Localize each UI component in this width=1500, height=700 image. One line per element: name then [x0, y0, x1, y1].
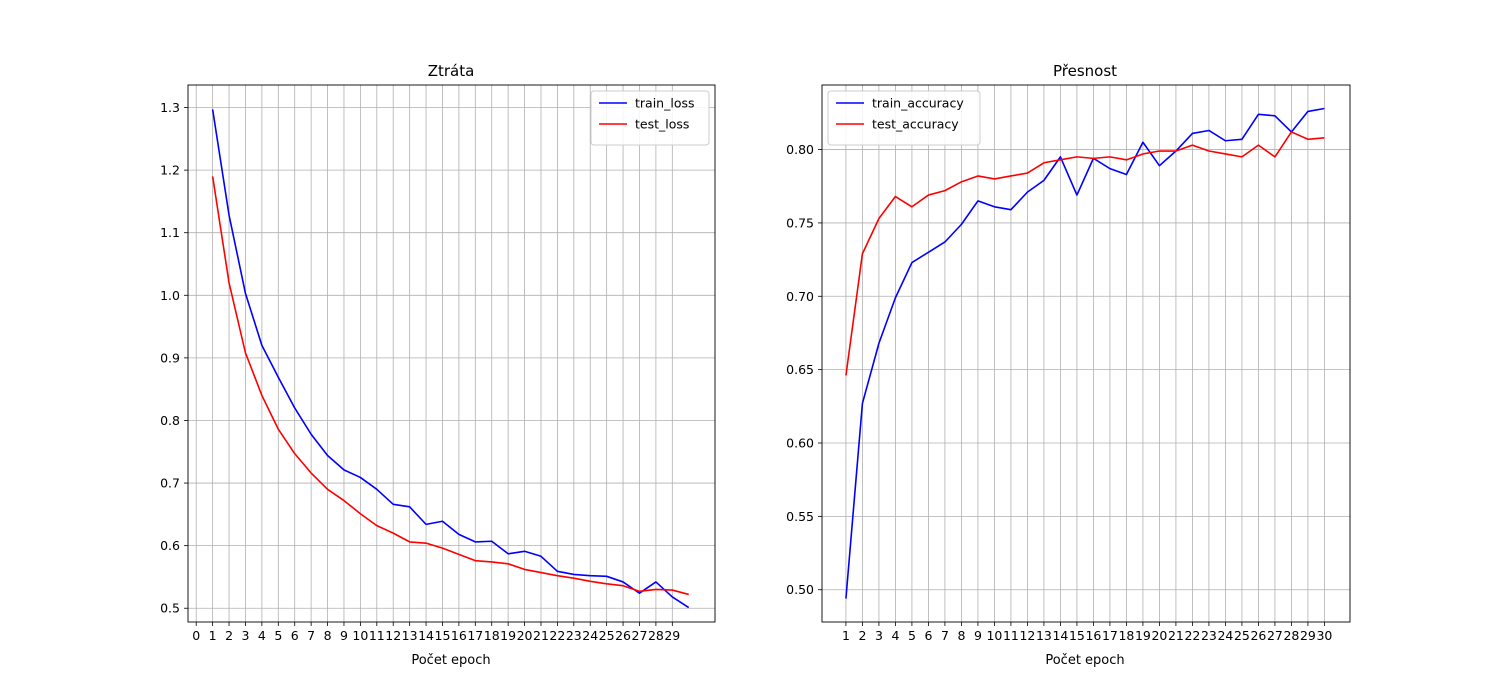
loss-x-tick-label: 4 — [258, 628, 266, 643]
accuracy-x-tick-label: 22 — [1184, 628, 1200, 643]
accuracy-chart-title: Přesnost — [1053, 62, 1117, 80]
loss-y-tick-label: 1.2 — [160, 163, 180, 178]
accuracy-legend-label: train_accuracy — [872, 96, 964, 111]
accuracy-plot-frame — [821, 84, 1351, 623]
loss-y-tick-label: 1.3 — [160, 100, 180, 115]
loss-x-tick-label: 10 — [352, 628, 368, 643]
loss-chart-x-axis-label: Počet epoch — [411, 653, 490, 668]
accuracy-x-tick-label: 10 — [986, 628, 1002, 643]
accuracy-series-train-accuracy — [845, 107, 1325, 599]
accuracy-x-tick-label: 3 — [875, 628, 883, 643]
accuracy-x-tick-label: 30 — [1316, 628, 1332, 643]
accuracy-y-tick-label: 0.75 — [786, 215, 814, 230]
accuracy-y-tick-label: 0.70 — [786, 289, 814, 304]
loss-x-tick-label: 15 — [435, 628, 451, 643]
loss-series-test-loss — [211, 176, 689, 596]
accuracy-x-tick-label: 21 — [1168, 628, 1184, 643]
loss-y-tick-label: 0.7 — [160, 476, 180, 491]
loss-legend-label: test_loss — [635, 117, 689, 132]
loss-y-tick-label: 1.1 — [160, 225, 180, 240]
loss-x-tick-label: 22 — [549, 628, 565, 643]
loss-legend-label: train_loss — [635, 96, 695, 111]
loss-series-train-loss — [211, 109, 690, 609]
accuracy-x-tick-label: 1 — [842, 628, 850, 643]
accuracy-x-tick-label: 26 — [1250, 628, 1266, 643]
accuracy-y-tick-label: 0.65 — [786, 362, 814, 377]
accuracy-x-tick-label: 7 — [941, 628, 949, 643]
loss-y-tick-label: 0.8 — [160, 413, 180, 428]
accuracy-x-tick-label: 15 — [1069, 628, 1085, 643]
accuracy-series-test-accuracy — [845, 131, 1325, 376]
loss-x-tick-label: 27 — [632, 628, 648, 643]
accuracy-x-tick-label: 28 — [1283, 628, 1299, 643]
accuracy-x-tick-label: 14 — [1052, 628, 1068, 643]
loss-x-tick-label: 9 — [340, 628, 348, 643]
loss-x-tick-label: 8 — [324, 628, 332, 643]
accuracy-x-tick-label: 18 — [1118, 628, 1134, 643]
accuracy-x-tick-label: 6 — [924, 628, 932, 643]
loss-legend-box — [590, 90, 710, 146]
loss-x-tick-label: 5 — [274, 628, 282, 643]
accuracy-y-tick-label: 0.60 — [786, 436, 814, 451]
loss-x-tick-label: 25 — [599, 628, 615, 643]
loss-chart-title: Ztráta — [428, 62, 475, 80]
accuracy-legend-label: test_accuracy — [872, 117, 959, 132]
accuracy-x-tick-label: 23 — [1201, 628, 1217, 643]
loss-y-tick-label: 0.9 — [160, 350, 180, 365]
loss-x-tick-label: 29 — [664, 628, 680, 643]
loss-x-tick-label: 24 — [582, 628, 598, 643]
loss-y-tick-label: 0.5 — [160, 601, 180, 616]
accuracy-x-tick-label: 5 — [908, 628, 916, 643]
accuracy-x-tick-label: 19 — [1135, 628, 1151, 643]
loss-x-tick-label: 1 — [209, 628, 217, 643]
accuracy-chart-panel: Přesnost Počet epoch 1 2 3 4 5 6 7 8 9 10 11 12 13 14… — [786, 62, 1351, 668]
accuracy-x-tick-label: 9 — [974, 628, 982, 643]
loss-x-tick-label: 11 — [369, 628, 385, 643]
loss-x-tick-label: 7 — [307, 628, 315, 643]
accuracy-y-tick-label: 0.80 — [786, 142, 814, 157]
accuracy-x-tick-label: 8 — [957, 628, 965, 643]
accuracy-x-tick-label: 13 — [1036, 628, 1052, 643]
loss-x-tick-label: 20 — [517, 628, 533, 643]
loss-x-tick-label: 14 — [418, 628, 434, 643]
accuracy-y-tick-label: 0.50 — [786, 582, 814, 597]
loss-y-tick-label: 0.6 — [160, 538, 180, 553]
loss-y-tick-label: 1.0 — [160, 288, 180, 303]
accuracy-chart-x-axis-label: Počet epoch — [1045, 653, 1124, 668]
loss-x-tick-label: 0 — [192, 628, 200, 643]
accuracy-x-tick-label: 20 — [1151, 628, 1167, 643]
accuracy-legend-box — [827, 90, 981, 146]
loss-x-tick-label: 21 — [533, 628, 549, 643]
accuracy-x-tick-label: 4 — [891, 628, 899, 643]
loss-x-tick-label: 18 — [484, 628, 500, 643]
accuracy-x-tick-label: 11 — [1003, 628, 1019, 643]
loss-x-tick-label: 16 — [451, 628, 467, 643]
accuracy-x-tick-label: 17 — [1102, 628, 1118, 643]
accuracy-y-tick-label: 0.55 — [786, 509, 814, 524]
loss-plot-frame — [187, 84, 716, 623]
accuracy-x-tick-label: 12 — [1019, 628, 1035, 643]
accuracy-legend: train_accuracy test_accuracy — [827, 90, 981, 146]
accuracy-x-tick-label: 29 — [1300, 628, 1316, 643]
loss-x-tick-label: 17 — [467, 628, 483, 643]
loss-x-tick-label: 12 — [385, 628, 401, 643]
loss-x-tick-label: 19 — [500, 628, 516, 643]
loss-x-tick-label: 28 — [648, 628, 664, 643]
loss-x-tick-label: 2 — [225, 628, 233, 643]
accuracy-x-tick-label: 27 — [1267, 628, 1283, 643]
loss-x-tick-label: 26 — [615, 628, 631, 643]
accuracy-x-tick-label: 24 — [1217, 628, 1233, 643]
accuracy-x-tick-label: 2 — [858, 628, 866, 643]
loss-x-tick-label: 6 — [291, 628, 299, 643]
loss-chart-panel: Ztráta Počet epoch 0 1 2 3 4 5 6 7 8 9 10 11 12 13 14 1… — [160, 62, 716, 668]
accuracy-x-tick-label: 25 — [1234, 628, 1250, 643]
loss-x-tick-label: 23 — [566, 628, 582, 643]
loss-legend: train_loss test_loss — [590, 90, 710, 146]
accuracy-x-tick-label: 16 — [1085, 628, 1101, 643]
loss-x-tick-label: 3 — [241, 628, 249, 643]
loss-x-tick-label: 13 — [402, 628, 418, 643]
